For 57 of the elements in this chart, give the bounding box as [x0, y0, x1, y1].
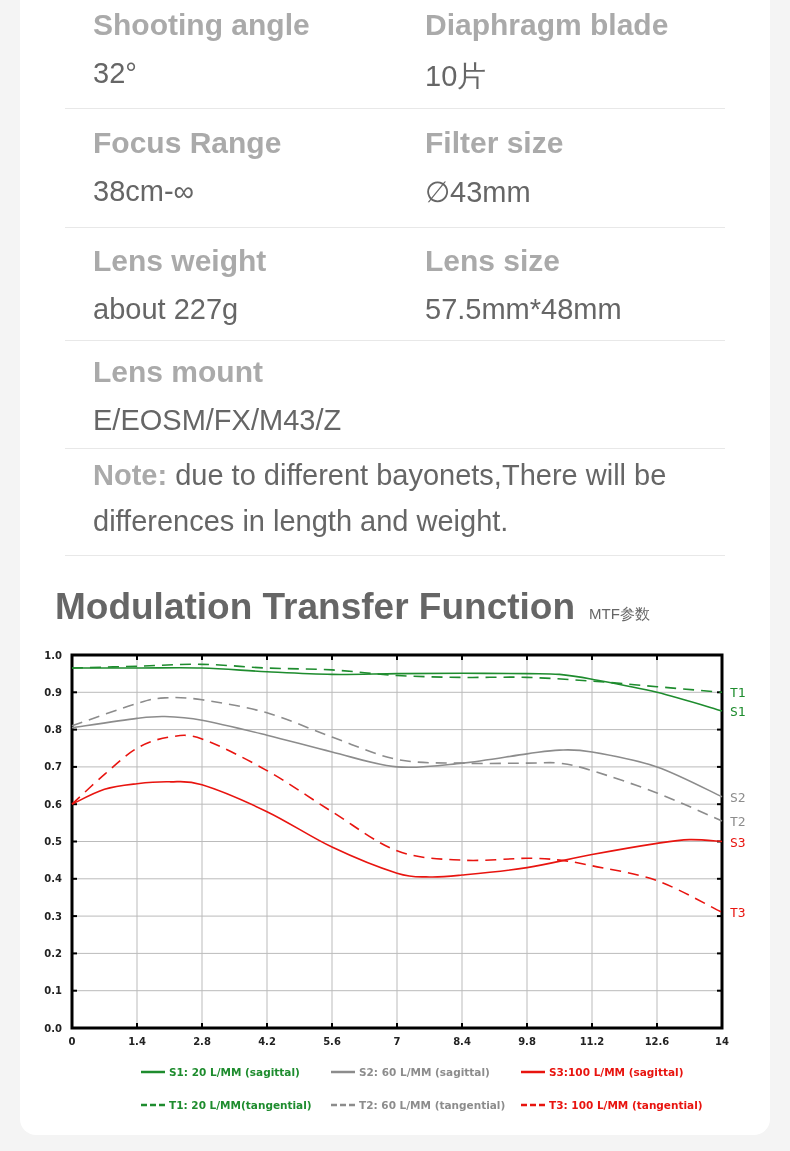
text: Diaphragm blade	[425, 8, 669, 42]
text: Note:	[93, 459, 168, 491]
legend-item: S2: 60 L/MM (sagittal)	[331, 1066, 490, 1078]
text: Filter size	[425, 126, 564, 160]
text: Shooting angle	[93, 8, 310, 42]
x-tick-label: 5.6	[323, 1036, 341, 1047]
text: Focus Range	[93, 126, 282, 160]
text: S1	[730, 703, 746, 719]
x-tick-label: 0	[68, 1036, 76, 1047]
text: 32°	[93, 57, 137, 90]
x-tick-label: 8.4	[453, 1036, 471, 1047]
x-tick-label: 11.2	[579, 1036, 605, 1047]
chart-title: Modulation Transfer Function	[55, 586, 576, 627]
x-tick-label: 1.4	[128, 1036, 146, 1047]
x-tick-label: 14	[715, 1036, 729, 1047]
x-tick-label: 4.2	[258, 1036, 276, 1047]
legend-item: S3:100 L/MM (sagittal)	[521, 1066, 684, 1078]
text: S3	[730, 834, 746, 850]
legend-label: T2: 60 L/MM (tangential)	[359, 1099, 506, 1111]
legend-item: T3: 100 L/MM (tangential)	[521, 1099, 703, 1111]
text: E/EOSM/FX/M43/Z	[93, 404, 342, 437]
text: about 227g	[93, 293, 239, 326]
legend-label: T1: 20 L/MM(tangential)	[169, 1099, 312, 1111]
text: S2	[730, 789, 746, 805]
y-tick-label: 0.9	[44, 686, 63, 698]
y-tick-label: 1.0	[44, 649, 63, 661]
y-tick-label: 0.7	[44, 761, 63, 773]
y-tick-label: 0.4	[44, 873, 63, 885]
legend-label: S2: 60 L/MM (sagittal)	[359, 1066, 490, 1078]
y-tick-label: 0.6	[44, 798, 63, 810]
y-tick-label: 0.8	[44, 724, 63, 736]
y-tick-label: 0.2	[44, 947, 63, 959]
y-tick-label: 0.5	[44, 836, 63, 847]
text: T3	[730, 905, 746, 921]
legend-label: T3: 100 L/MM (tangential)	[549, 1099, 703, 1111]
text: T1	[730, 685, 746, 701]
text: Lens mount	[93, 355, 263, 389]
legend-label: S1: 20 L/MM (sagittal)	[169, 1066, 300, 1078]
y-tick-label: 0.1	[44, 985, 63, 997]
y-tick-label: 0.0	[44, 1022, 63, 1034]
text: 57.5mm*48mm	[425, 293, 622, 326]
text: 38cm-∞	[93, 175, 195, 208]
legend-item: T1: 20 L/MM(tangential)	[141, 1099, 312, 1111]
text: T2	[730, 813, 746, 829]
legend-label: S3:100 L/MM (sagittal)	[549, 1066, 684, 1078]
text: Lens weight	[93, 244, 267, 278]
x-tick-label: 2.8	[193, 1036, 211, 1047]
legend-item: T2: 60 L/MM (tangential)	[331, 1099, 506, 1111]
x-tick-label: 9.8	[518, 1036, 536, 1047]
text: 10片	[425, 59, 487, 94]
y-tick-label: 0.3	[44, 910, 63, 922]
x-tick-label: 7	[393, 1036, 401, 1047]
chart-subtitle: MTF参数	[589, 605, 650, 622]
text: Lens size	[425, 244, 561, 278]
legend-item: S1: 20 L/MM (sagittal)	[141, 1066, 300, 1078]
text: ∅43mm	[425, 175, 531, 209]
x-tick-label: 12.6	[644, 1036, 670, 1047]
